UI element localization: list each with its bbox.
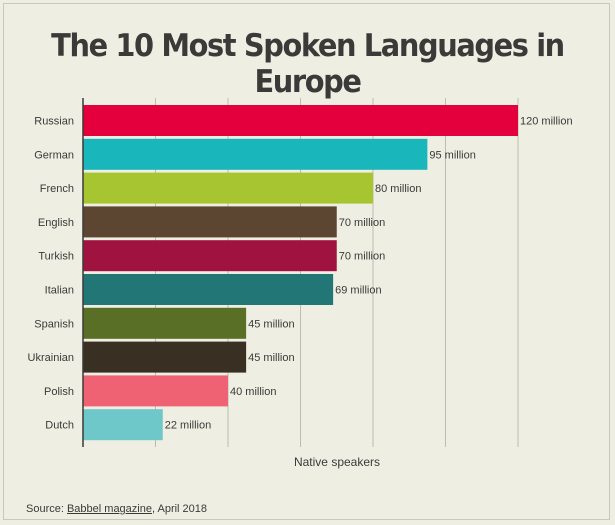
source-suffix: , April 2018 xyxy=(151,503,208,515)
x-axis-label: Native speakers xyxy=(294,455,380,469)
source-link[interactable]: Babbel magazine xyxy=(66,503,152,515)
category-label-french: French xyxy=(40,183,74,195)
data-label-russian: 120 million xyxy=(520,116,573,128)
bar-dutch xyxy=(83,409,163,441)
bar-spanish xyxy=(83,307,247,339)
data-label-ukrainian: 45 million xyxy=(248,352,294,364)
source-note: Source: Babbel magazine, April 2018 xyxy=(26,503,207,515)
category-label-spanish: Spanish xyxy=(34,318,74,330)
bar-german xyxy=(83,138,428,170)
data-label-italian: 69 million xyxy=(335,285,381,297)
category-label-ukrainian: Ukrainian xyxy=(28,352,74,364)
data-label-german: 95 million xyxy=(429,149,475,161)
category-label-german: German xyxy=(34,149,74,161)
source-prefix: Source: xyxy=(26,503,67,515)
category-label-dutch: Dutch xyxy=(45,420,74,432)
category-label-polish: Polish xyxy=(44,386,74,398)
data-label-polish: 40 million xyxy=(230,386,276,398)
bar-english xyxy=(83,206,337,238)
bar-russian xyxy=(83,105,518,136)
bar-italian xyxy=(83,274,334,305)
bar-french xyxy=(83,172,373,204)
data-label-french: 80 million xyxy=(375,183,421,195)
bar-turkish xyxy=(83,240,337,272)
category-label-italian: Italian xyxy=(45,285,74,297)
bar-polish xyxy=(83,375,228,407)
data-label-dutch: 22 million xyxy=(165,420,211,432)
data-label-english: 70 million xyxy=(339,217,385,229)
category-label-turkish: Turkish xyxy=(38,251,74,263)
category-label-english: English xyxy=(38,217,74,229)
category-label-russian: Russian xyxy=(34,116,74,128)
data-label-turkish: 70 million xyxy=(339,251,385,263)
chart-title: The 10 Most Spoken Languages in Europe xyxy=(51,28,565,100)
data-label-spanish: 45 million xyxy=(248,318,294,330)
bar-ukrainian xyxy=(83,341,247,373)
